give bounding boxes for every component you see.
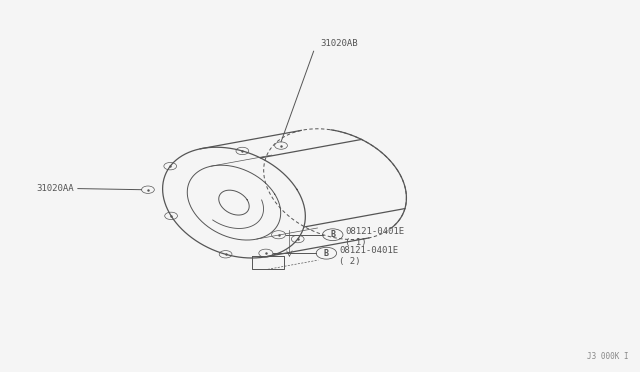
Text: B: B	[330, 230, 335, 239]
Text: 31020AA: 31020AA	[36, 184, 74, 193]
Text: B: B	[324, 249, 329, 258]
Text: 08121-0401E: 08121-0401E	[339, 246, 398, 255]
Text: J3 000K I: J3 000K I	[588, 352, 629, 361]
Text: ( 2): ( 2)	[339, 257, 360, 266]
Text: ( 1): ( 1)	[346, 238, 367, 247]
Text: 31020AB: 31020AB	[320, 39, 358, 48]
Text: 08121-0401E: 08121-0401E	[346, 227, 404, 236]
